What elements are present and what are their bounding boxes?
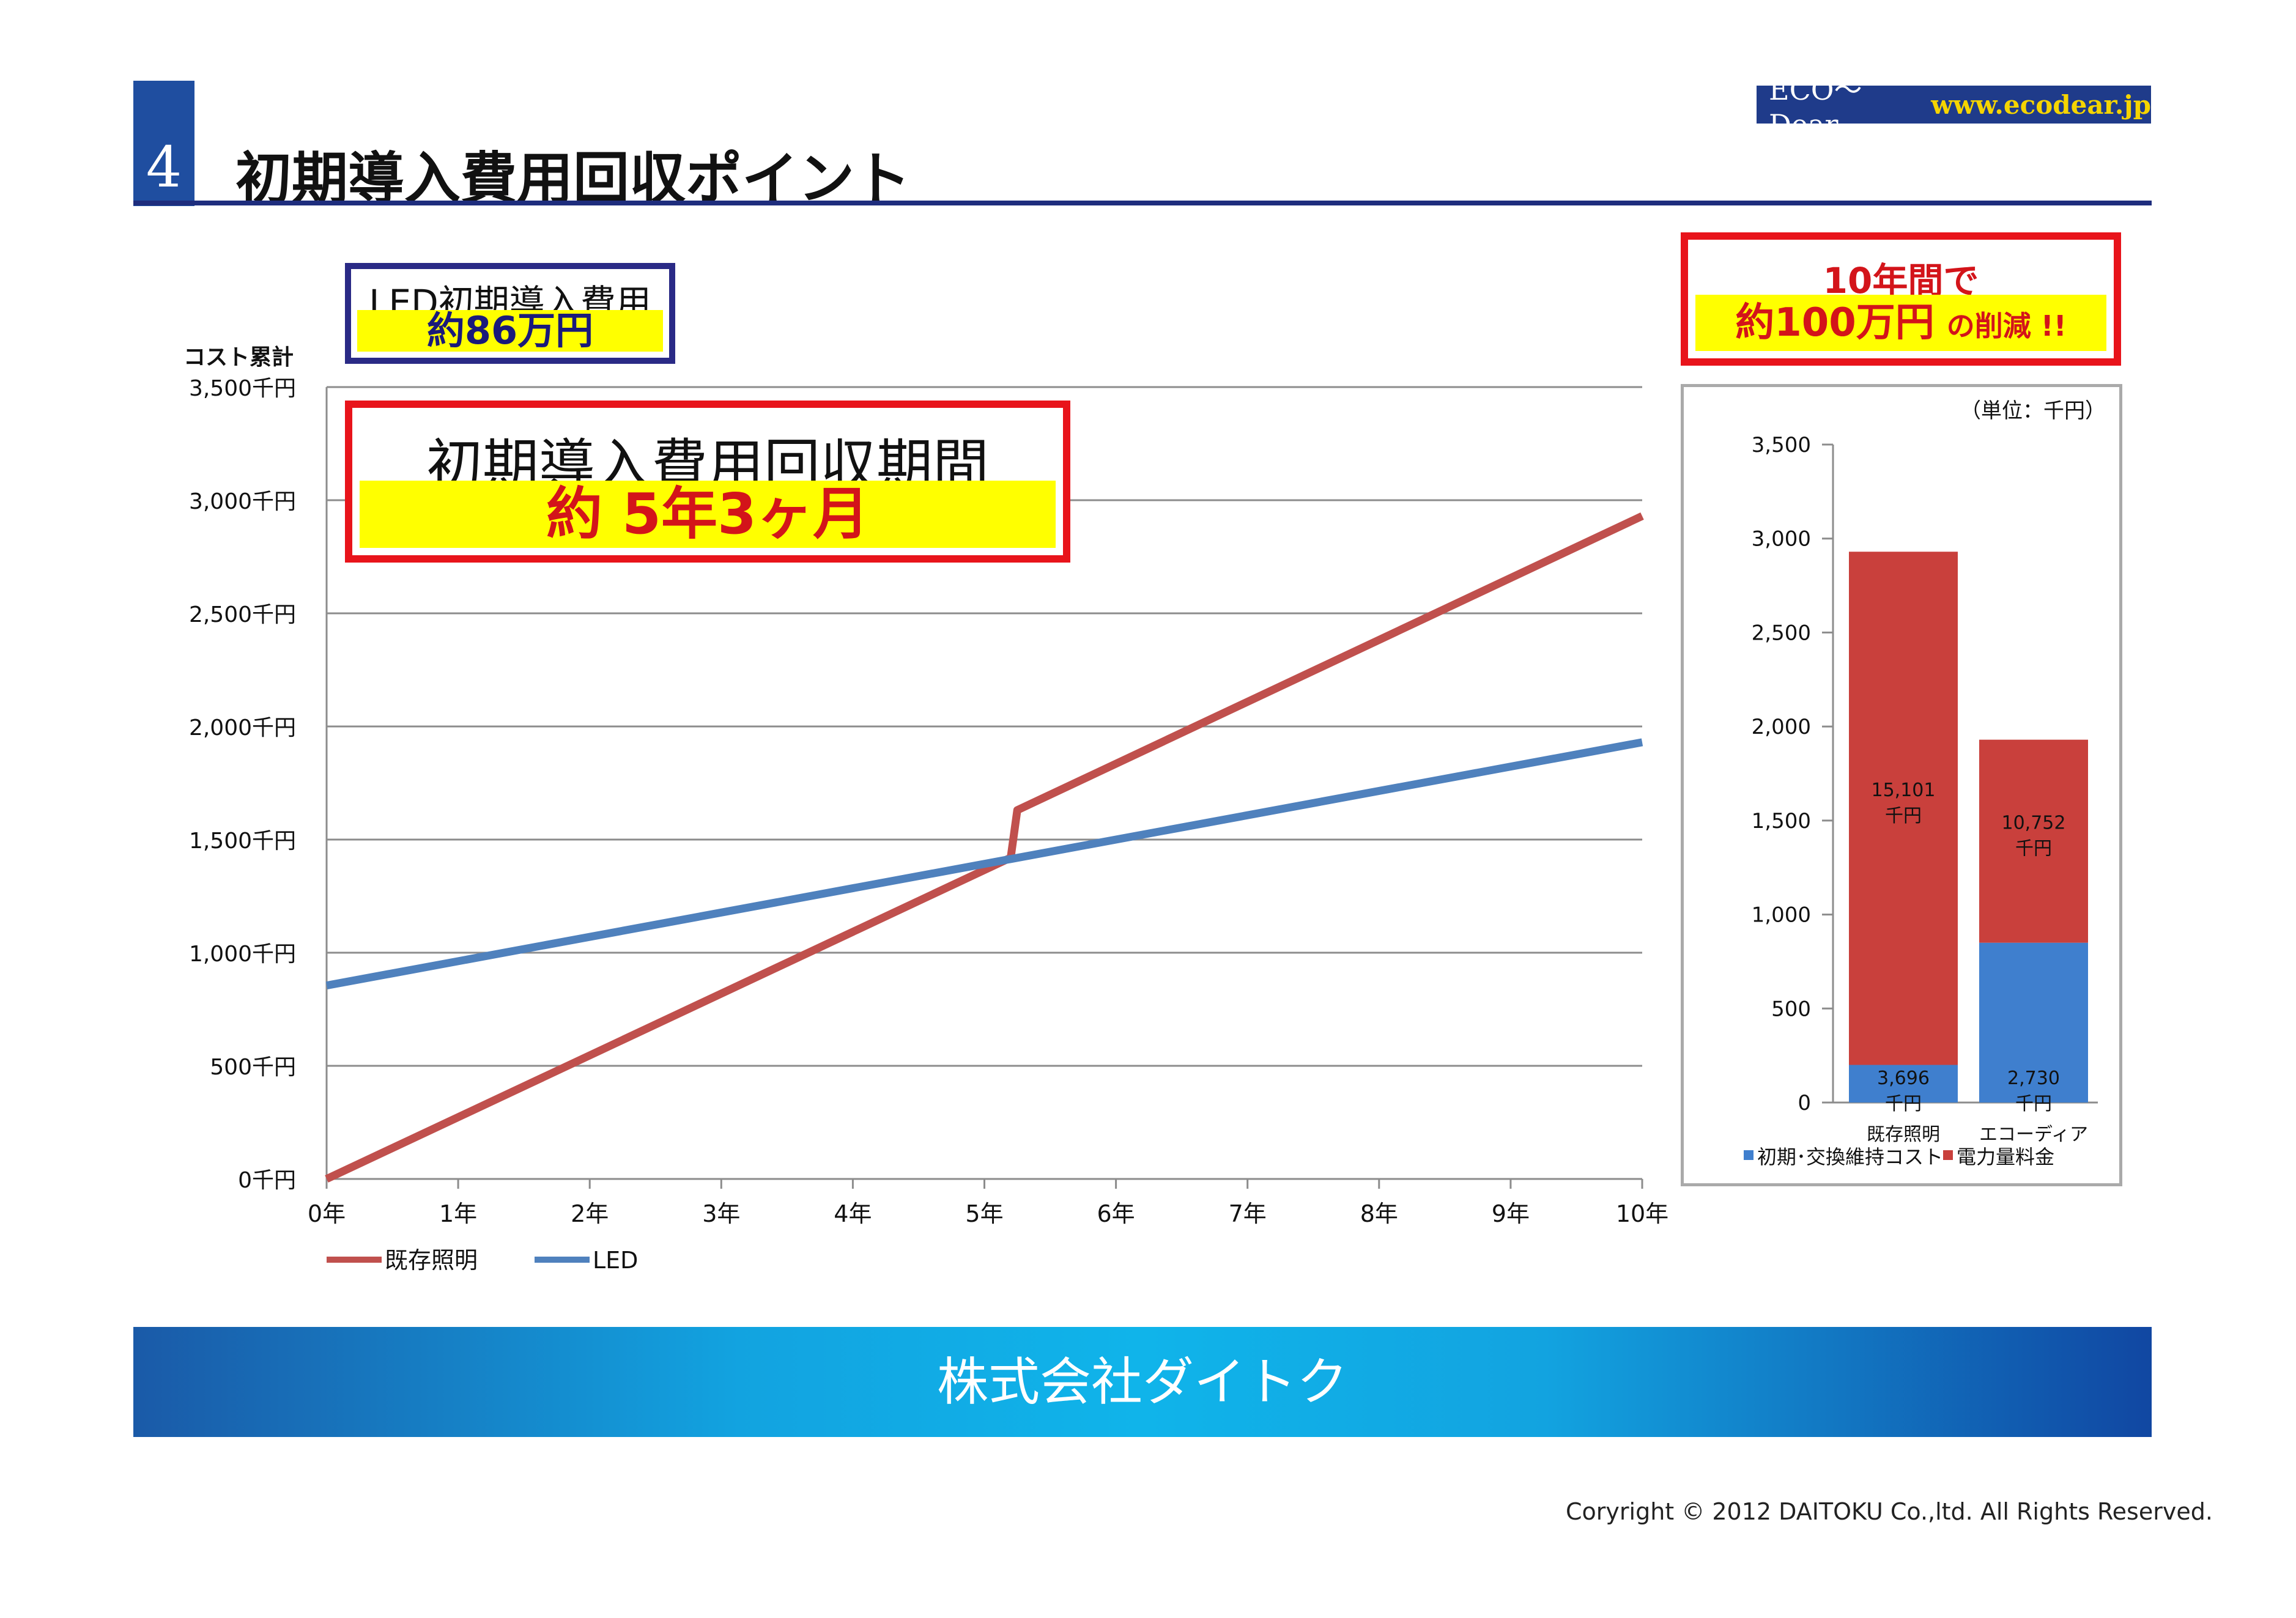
x-tick-label-1: 1年 (439, 1200, 477, 1227)
section-number-box: 4 (133, 81, 194, 206)
x-tick-label-3: 3年 (702, 1200, 740, 1227)
bar-category-label-1: エコーディア (1979, 1124, 2088, 1145)
ten-year-cost-comparison-panel: （単位：千円） 0 500 1,000 1,500 2,000 2,500 3,000 3,5… (1681, 384, 2122, 1186)
bar-y-tick-label-0: 0 (1798, 1091, 1811, 1115)
ten-year-savings-callout: 10年間で 約100万円 の削減 !! (1681, 232, 2121, 366)
logo-url-text: www.ecodear.jp (1931, 89, 2151, 120)
x-tick-label-10: 10年 (1616, 1200, 1668, 1227)
legend-label-0: 既存照明 (385, 1247, 478, 1274)
bar-data-label-1-0-0: 2,730 (2007, 1068, 2060, 1089)
x-tick-label-4: 4年 (834, 1200, 872, 1227)
bar-segment-0-0 (1849, 1065, 1958, 1103)
x-tick-label-0: 0年 (308, 1200, 346, 1227)
y-tick-label-4: 2,000千円 (189, 715, 296, 741)
stacked-bar-chart: （単位：千円） 0 500 1,000 1,500 2,000 2,500 3,000 3,5… (1744, 399, 2106, 1169)
bar-y-tick-label-5: 2,500 (1752, 621, 1811, 645)
bar-data-label-0-0-1: 千円 (1885, 1093, 1922, 1115)
legend-label-1: LED (593, 1247, 638, 1274)
bar-segment-0-1 (1849, 552, 1958, 1065)
bar-y-tick-label-6: 3,000 (1752, 527, 1811, 552)
bar-data-label-0-1-0: 15,101 (1872, 780, 1936, 801)
y-tick-label-0: 0千円 (238, 1168, 296, 1193)
x-tick-label-9: 9年 (1492, 1200, 1530, 1227)
y-tick-label-2: 1,000千円 (189, 942, 296, 967)
bar-data-label-0-1-1: 千円 (1885, 805, 1922, 827)
brand-logo: ECO〜Dear. www.ecodear.jp (1757, 73, 2151, 141)
y-axis-title: コスト累計 (183, 345, 294, 370)
led-initial-cost-callout: LED初期導入費用 約86万円 (345, 263, 675, 364)
y-tick-label-6: 3,000千円 (189, 489, 296, 514)
y-tick-label-5: 2,500千円 (189, 602, 296, 627)
y-tick-label-3: 1,500千円 (189, 829, 296, 854)
chart-series (325, 512, 1644, 1183)
bar-legend-swatch-0 (1744, 1150, 1753, 1160)
bar-y-tick-label-1: 500 (1771, 997, 1811, 1021)
chart-legend: 既存照明 LED (327, 1247, 638, 1274)
bar-data-label-1-1-1: 千円 (2015, 838, 2052, 860)
y-tick-labels: 0千円 500千円 1,000千円 1,500千円 2,000千円 2,500千円 3,00… (189, 376, 296, 1193)
bar-data-label-0-0-0: 3,696 (1877, 1068, 1930, 1089)
bar-legend-label-0: 初期･交換維持コスト (1757, 1145, 1943, 1169)
savings-suffix: の削減 !! (1946, 309, 2067, 342)
savings-label: 10年間で (1823, 260, 1979, 301)
title-divider (133, 201, 2152, 205)
bar-chart-legend: 初期･交換維持コスト 電力量料金 (1744, 1145, 2054, 1169)
bar-legend-swatch-1 (1943, 1150, 1953, 1160)
chart-gridlines (325, 386, 1643, 1189)
payback-period-callout: 初期導入費用回収期間 約 5年3ヶ月 (345, 401, 1070, 563)
x-tick-label-5: 5年 (965, 1200, 1003, 1227)
x-tick-label-7: 7年 (1229, 1200, 1267, 1227)
x-tick-label-2: 2年 (571, 1200, 609, 1227)
bar-segment-1-0 (1979, 942, 2088, 1103)
savings-amount: 約100万円 (1735, 300, 1935, 345)
bar-category-labels: 既存照明 エコーディア (1867, 1124, 2088, 1145)
bar-segment-1-1 (1979, 739, 2088, 943)
bar-data-label-1-0-1: 千円 (2015, 1093, 2052, 1115)
bar-y-tick-labels: 0 500 1,000 1,500 2,000 2,500 3,000 3,500 (1752, 433, 1811, 1115)
payback-value: 約 5年3ヶ月 (360, 481, 1056, 548)
x-tick-labels: 0年 1年 2年 3年 4年 5年 6年 7年 8年 9年 10年 (308, 1200, 1668, 1227)
savings-value-row: 約100万円 の削減 !! (1695, 295, 2106, 351)
copyright-notice: Coryright © 2012 DAITOKU Co.,ltd. All Ri… (1566, 1498, 2213, 1525)
bar-segments: 3,696 千円 15,101 千円 2,730 千円 10,752 千円 (1849, 552, 2088, 1115)
bar-y-tick-label-3: 1,500 (1752, 809, 1811, 833)
unit-note: （単位：千円） (1960, 399, 2106, 423)
bar-y-tick-label-7: 3,500 (1752, 433, 1811, 457)
bar-y-tick-label-4: 2,000 (1752, 715, 1811, 739)
led-cost-value: 約86万円 (357, 310, 663, 352)
bar-y-tick-label-2: 1,000 (1752, 903, 1811, 928)
series-line-existing (325, 512, 1644, 1183)
logo-brand-text: ECO〜Dear. (1769, 73, 1862, 141)
x-tick-label-6: 6年 (1097, 1200, 1135, 1227)
y-tick-label-1: 500千円 (210, 1055, 296, 1080)
bar-data-label-1-1-0: 10,752 (2002, 813, 2066, 834)
section-number: 4 (146, 135, 182, 200)
bar-category-label-0: 既存照明 (1867, 1124, 1940, 1145)
company-name: 株式会社ダイトク (936, 1352, 1348, 1412)
y-tick-label-7: 3,500千円 (189, 376, 296, 401)
bar-legend-label-1: 電力量料金 (1957, 1145, 2054, 1169)
cumulative-cost-line-chart: コスト累計 0千円 500千円 1,000千円 1,500千円 2,000千円 2,500… (183, 345, 1668, 1274)
x-tick-label-8: 8年 (1360, 1200, 1398, 1227)
series-line-led (325, 738, 1643, 990)
footer-banner: 株式会社ダイトク (133, 1327, 2152, 1437)
